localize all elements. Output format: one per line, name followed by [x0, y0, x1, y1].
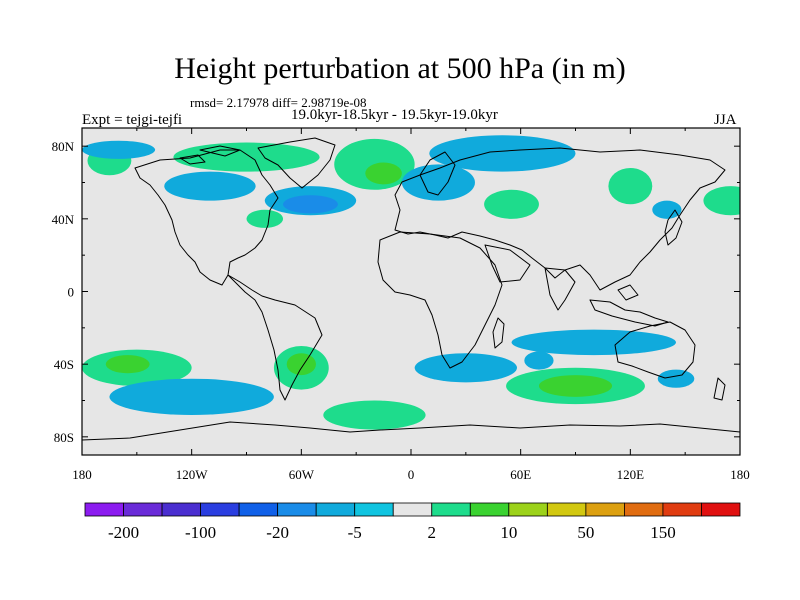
coastline-japan [664, 209, 683, 246]
coastline-antarctica [82, 421, 740, 441]
colorbar-swatch-0 [84, 502, 124, 517]
colorbar-swatch-13 [585, 502, 625, 517]
region-canada-negative [164, 171, 256, 201]
region-eastern-usa-positive [246, 209, 284, 228]
region-south-america-positive-core [286, 353, 316, 376]
coastline-india [544, 267, 576, 311]
region-arctic-north-america-positive [173, 142, 320, 172]
y-tick-label-4: 80S [54, 430, 74, 445]
x-tick-label-3: 0 [408, 467, 415, 482]
colorbar-swatch-6 [315, 502, 356, 517]
region-central-asia-positive [484, 189, 539, 219]
y-tick-label-2: 0 [68, 285, 75, 300]
colorbar-swatch-2 [161, 502, 201, 517]
region-east-asia-positive [608, 167, 653, 205]
region-west-pacific-negative [652, 200, 682, 219]
y-tick-label-3: 40S [54, 357, 74, 372]
colorbar-label-7: 150 [650, 523, 676, 542]
x-tick-label-0: 180 [72, 467, 92, 482]
left-label: Expt = tejgi-tejfi [82, 112, 183, 128]
chart-title: Height perturbation at 500 hPa (in m) [174, 52, 626, 85]
coastline-scandinavia [419, 151, 456, 196]
colorbar-label-0: -200 [108, 523, 139, 542]
region-indian-ocean-positive-core [538, 375, 613, 397]
colorbar-label-3: -5 [348, 523, 362, 542]
region-north-atlantic-negative-core [283, 195, 338, 214]
coastline-north-america [134, 149, 279, 286]
region-south-pacific-negative [109, 378, 274, 416]
colorbar-swatch-3 [200, 502, 240, 517]
coastline-africa [377, 231, 503, 369]
right-label: JJA [714, 112, 737, 128]
coastline-arctic-islands [179, 145, 241, 165]
colorbar-swatch-15 [662, 502, 702, 517]
region-tasman-negative [657, 369, 695, 388]
anomaly-regions [82, 135, 740, 430]
coastline-australia [614, 321, 696, 379]
region-arctic-negative [82, 140, 156, 159]
colorbar-swatch-16 [701, 502, 741, 517]
colorbar-swatch-5 [277, 502, 317, 517]
region-south-indian-negative [414, 353, 518, 383]
colorbar-label-4: 2 [428, 523, 437, 542]
region-greenland-positive-core [365, 162, 402, 185]
coastline-madagascar [492, 317, 505, 349]
coastline-greenland [257, 137, 336, 189]
y-axis: 80N 40N 0 40S 80S [52, 139, 740, 445]
y-tick-label-1: 40N [52, 212, 75, 227]
coastline-arabia [484, 244, 531, 283]
chart-subtitle: rmsd= 2.17978 diff= 2.98719e-08 [190, 95, 367, 110]
region-siberia-negative [429, 135, 576, 172]
colorbar-swatch-10 [469, 502, 510, 517]
x-tick-label-1: 120W [176, 467, 209, 482]
colorbar-swatch-4 [238, 502, 279, 517]
x-tick-label-4: 60E [510, 467, 531, 482]
coastline-eurasia [394, 147, 726, 291]
region-australia-negative [511, 329, 677, 356]
coastline-south-america [227, 274, 323, 401]
colorbar-swatch-14 [624, 502, 664, 517]
colorbar-swatch-11 [508, 502, 548, 517]
center-label: 19.0kyr-18.5kyr - 19.5kyr-19.0kyr [291, 107, 498, 123]
colorbar-swatch-9 [431, 502, 471, 517]
colorbar-label-5: 10 [500, 523, 517, 542]
colorbar-swatch-1 [123, 502, 163, 517]
colorbar: -200 -100 -20 -5 2 10 50 150 [84, 502, 741, 542]
colorbar-swatch-8 [392, 502, 433, 517]
region-south-atlantic-positive [323, 400, 426, 430]
region-europe-negative [401, 164, 475, 201]
colorbar-swatch-12 [546, 502, 587, 517]
colorbar-swatch-7 [354, 502, 394, 517]
x-axis: 180 120W 60W 0 60E 120E 180 [72, 128, 750, 482]
region-north-pacific-east-positive [703, 186, 740, 216]
colorbar-label-1: -100 [185, 523, 216, 542]
region-south-pacific-positive-core [105, 355, 150, 374]
region-west-of-australia-negative [524, 351, 554, 370]
y-tick-label-0: 80N [52, 139, 75, 154]
colorbar-label-2: -20 [266, 523, 289, 542]
x-tick-label-6: 180 [730, 467, 750, 482]
x-tick-label-5: 120E [617, 467, 645, 482]
colorbar-label-6: 50 [577, 523, 594, 542]
x-tick-label-2: 60W [289, 467, 315, 482]
coastlines [82, 137, 740, 441]
coastline-new-zealand [713, 377, 726, 401]
